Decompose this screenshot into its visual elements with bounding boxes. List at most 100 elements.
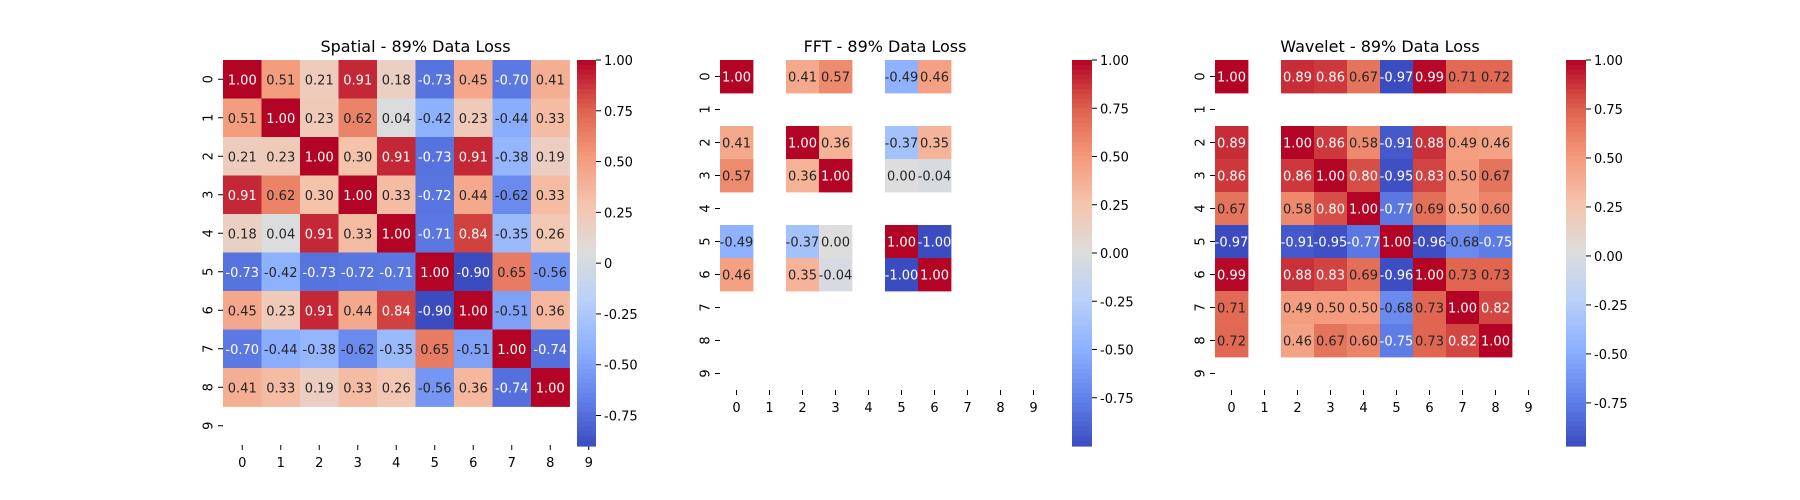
colorbar-segment <box>1072 412 1092 418</box>
colorbar-segment <box>1072 214 1092 220</box>
y-tick-label: 1 <box>1194 105 1209 113</box>
colorbar-segment <box>1072 224 1092 230</box>
heatmap-cell <box>377 368 416 407</box>
colorbar-segment <box>1566 127 1586 133</box>
x-tick-label: 6 <box>469 456 477 471</box>
heatmap-cell <box>1281 126 1315 160</box>
heatmap-cell <box>377 214 416 253</box>
y-tick-label: 8 <box>699 336 714 344</box>
cell-value-label: 0.67 <box>1481 170 1510 185</box>
colorbar-segment <box>577 281 596 288</box>
heatmap-cell <box>223 329 262 369</box>
colorbar-segment <box>1072 383 1092 389</box>
heatmap-cell <box>1446 192 1480 226</box>
heatmap-cell <box>1215 126 1249 160</box>
heatmap-cell <box>454 137 493 176</box>
y-tick-label: 1 <box>699 105 714 113</box>
heatmap-cell <box>454 175 493 215</box>
cell-value-label: 0.33 <box>343 381 372 396</box>
heatmap-cell <box>300 175 339 215</box>
colorbar-segment <box>1566 325 1586 331</box>
cell-value-label: -1.00 <box>918 236 952 251</box>
cell-value-label: -0.90 <box>456 266 490 281</box>
cell-value-label: 1.00 <box>1283 137 1312 152</box>
y-tick-label: 2 <box>1194 138 1209 146</box>
heatmap-cell <box>819 225 853 259</box>
colorbar-segment <box>577 142 596 148</box>
colorbar-segment <box>1072 281 1092 288</box>
colorbar-segment <box>1072 368 1092 375</box>
colorbar-segment <box>1566 402 1586 408</box>
colorbar-segment <box>577 84 596 90</box>
cell-value-label: 0.83 <box>1415 170 1444 185</box>
heatmap-cell <box>415 137 455 176</box>
heatmap-cell <box>1446 225 1480 259</box>
cell-value-label: 0.99 <box>1217 269 1246 284</box>
colorbar-segment <box>577 291 596 298</box>
heatmap-cell <box>531 60 570 99</box>
cell-value-label: -0.71 <box>379 266 413 281</box>
cell-value-label: 0.86 <box>1283 170 1312 185</box>
colorbar-segment <box>1072 248 1092 254</box>
colorbar-segment <box>1566 407 1586 413</box>
cell-value-label: 0.46 <box>722 269 751 284</box>
cell-value-label: 1.00 <box>305 150 334 165</box>
colorbar-segment <box>1566 142 1586 148</box>
heatmap-cell <box>454 291 493 330</box>
heatmap-cell <box>819 258 853 292</box>
cell-value-label: 0.86 <box>1316 137 1345 152</box>
colorbar-tick-label: 0.75 <box>604 105 633 120</box>
x-tick-label: 5 <box>897 401 905 416</box>
colorbar-segment <box>1566 281 1586 288</box>
colorbar-segment <box>577 151 596 158</box>
heatmap-cell <box>261 175 301 215</box>
heatmap-cell <box>454 368 493 407</box>
cell-value-label: 0.82 <box>1481 302 1510 317</box>
colorbar-tick-label: 1.00 <box>604 54 633 69</box>
heatmap-cell <box>1380 192 1414 226</box>
x-tick-label: 9 <box>585 456 593 471</box>
colorbar-segment <box>1072 146 1092 153</box>
colorbar-segment <box>1566 69 1586 76</box>
cell-value-label: -0.70 <box>225 343 259 358</box>
heatmap-cell <box>338 98 378 138</box>
heatmap-cell <box>1479 291 1513 325</box>
heatmap-cell <box>531 252 570 292</box>
colorbar-segment <box>1566 122 1586 129</box>
cell-value-label: -0.75 <box>1479 236 1513 251</box>
cell-value-label: 0.30 <box>305 189 334 204</box>
colorbar-segment <box>1566 392 1586 399</box>
heatmap-cell <box>1380 126 1414 160</box>
cell-value-label: 0.35 <box>788 269 817 284</box>
chart-title: Wavelet - 89% Data Loss <box>1280 37 1479 56</box>
colorbar-segment <box>1566 219 1586 225</box>
heatmap-cell <box>492 175 532 215</box>
colorbar-tick-label: -0.50 <box>604 359 638 374</box>
colorbar-segment <box>577 325 596 331</box>
heatmap-cell <box>1281 324 1315 358</box>
cell-value-label: 0.21 <box>228 150 257 165</box>
colorbar-segment <box>1072 320 1092 326</box>
colorbar-segment <box>577 132 596 138</box>
cell-value-label: 0.57 <box>821 71 850 86</box>
cell-value-label: 1.00 <box>1382 236 1411 251</box>
colorbar-segment <box>1566 339 1586 346</box>
colorbar-segment <box>577 378 596 384</box>
heatmap-cell <box>1281 291 1315 325</box>
x-tick-label: 3 <box>354 456 362 471</box>
colorbar-segment <box>1072 339 1092 346</box>
cell-value-label: -1.00 <box>885 269 919 284</box>
heatmap-cell <box>786 60 820 94</box>
heatmap-cell <box>720 159 754 193</box>
cell-value-label: 1.00 <box>1217 71 1246 86</box>
y-tick-label: 0 <box>1194 72 1209 80</box>
heatmap-cell <box>1215 258 1249 292</box>
heatmap-cell <box>300 214 339 253</box>
heatmap-cell <box>1314 159 1348 193</box>
cell-value-label: -0.91 <box>1380 137 1414 152</box>
heatmap-cell <box>377 329 416 369</box>
colorbar-segment <box>1072 243 1092 249</box>
heatmap-cell <box>300 137 339 176</box>
cell-value-label: 0.41 <box>536 73 565 88</box>
cell-value-label: 0.88 <box>1415 137 1444 152</box>
